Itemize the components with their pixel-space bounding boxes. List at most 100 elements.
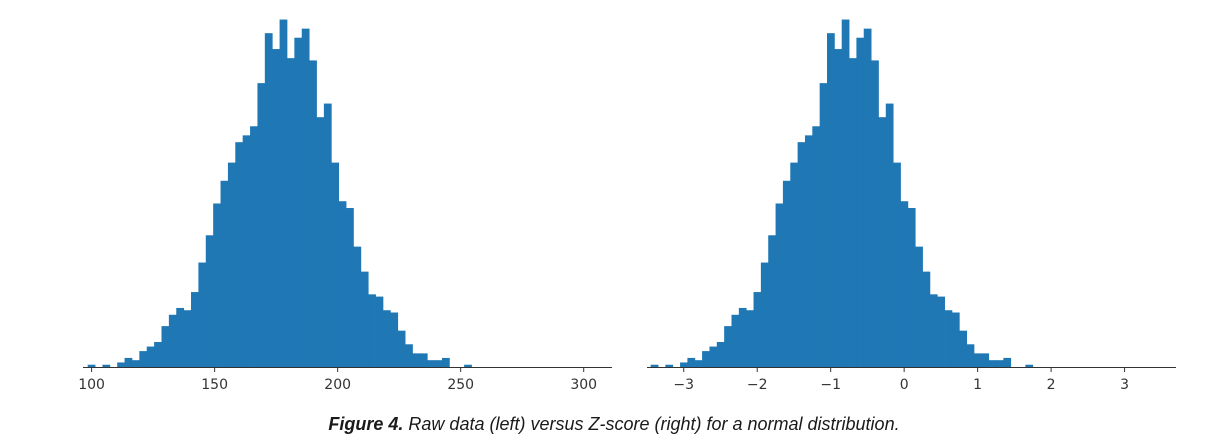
right-x-tick-label: 3 [1120,377,1129,393]
right-histogram-bar [775,203,784,367]
left-histogram-bar [220,180,229,367]
left-x-tick-label: 150 [201,377,228,393]
left-histogram-bar [294,37,303,368]
left-histogram-bar [346,208,354,367]
left-histogram-bar [250,126,258,367]
right-histogram-bar [937,296,945,367]
right-histogram-bar [731,314,740,367]
right-histogram-bar [863,28,872,367]
left-histogram-bar [316,117,325,367]
left-histogram-bar [390,312,399,367]
left-histogram-bar [397,330,406,367]
right-histogram-bar [819,83,828,367]
right-histogram-bar [694,360,703,367]
right-histogram-bar [995,360,1004,367]
right-x-tick-label: −3 [673,377,694,393]
left-histogram-bar [242,135,251,367]
left-histogram-bar [154,342,162,367]
right-histogram-bar [724,326,732,367]
right-histogram-bar [760,262,769,367]
right-histogram-bar [797,142,806,367]
figure-caption: Figure 4. Raw data (left) versus Z-score… [0,414,1228,435]
left-histogram-bar [146,346,155,367]
left-histogram-bar [176,307,185,367]
right-histogram-bar [768,235,776,367]
right-histogram-bar [944,310,953,367]
right-x-tick-label: −2 [747,377,768,393]
left-histogram-bar [464,364,472,367]
left-histogram-bar [161,326,170,367]
left-histogram-bar [87,364,96,367]
right-histogram-bar [893,162,901,367]
right-histogram-bar [959,330,968,367]
left-histogram-bar [131,360,140,367]
left-x-tick-label: 250 [447,377,474,393]
left-histogram-bar [331,162,340,367]
left-histogram-bar [235,142,244,367]
right-histogram-bar [804,135,813,367]
left-histogram-bar [434,360,443,367]
left-histogram-bar [368,294,376,367]
right-histogram-bar [834,49,843,368]
right-histogram-bar [973,353,982,367]
left-histogram-bar [264,33,273,368]
right-histogram-bar [738,307,747,367]
right-histogram-bar [988,360,997,367]
right-histogram-bar [878,117,887,367]
right-histogram-bar [687,357,696,367]
left-histogram-bar [323,103,332,367]
left-histogram-bar [124,357,133,367]
right-histogram-bar [702,351,710,367]
right-histogram-bar [981,353,990,367]
left-histogram-panel: 100 150 200 250 300 [78,19,612,393]
right-histogram-bar [709,346,718,367]
left-x-tick-label: 100 [78,377,105,393]
right-x-tick-label: −1 [820,377,841,393]
left-histogram-bar [102,364,111,367]
left-histogram-bar [405,344,413,367]
left-histogram-bar [117,362,125,367]
right-histogram-bar [1025,364,1034,367]
left-histogram-bar [382,310,391,367]
left-histogram-bar [427,360,435,367]
left-histogram-bar [183,310,192,367]
right-histogram-bar [966,344,975,367]
left-histogram-bar [286,58,295,368]
right-histogram-bar [753,292,762,367]
right-x-tick-label: 0 [900,377,909,393]
left-histogram-bar [213,203,221,367]
right-histogram-bar [951,312,960,367]
right-histogram-bar [922,271,931,367]
left-histogram-bar [441,357,450,367]
left-x-tick-label: 300 [570,377,597,393]
right-histogram-bar [650,364,659,367]
right-histogram-bar [790,162,799,367]
left-histogram-bar [412,353,421,367]
left-histogram-bar [301,28,310,367]
right-histogram-bar [680,362,688,367]
left-histogram-bar [338,201,347,367]
right-histogram-bar [1003,357,1012,367]
right-histogram-bar [885,103,894,367]
left-histogram-bar [419,353,428,367]
left-histogram-bar [191,292,199,367]
left-histogram-bar [257,83,266,367]
right-histogram-bar [716,342,725,367]
right-histogram-panel: −3 −2 −1 0 1 2 3 [647,19,1176,393]
right-x-tick-label: 2 [1047,377,1056,393]
right-histogram-bar [907,208,916,367]
right-x-tick-label: 1 [973,377,982,393]
left-histogram-bar [205,235,214,367]
left-histogram-bar [198,262,207,367]
right-histogram-bar [841,19,850,367]
right-histogram-bar [915,246,923,367]
left-histogram-bar [360,271,369,367]
right-histogram-bar [782,180,791,367]
right-histogram-bar [812,126,821,367]
left-histogram-bar [139,351,148,367]
caption-label: Figure 4. [328,414,404,434]
right-histogram-bar [746,310,754,367]
left-histogram-bar [309,60,317,368]
left-histogram-bar [279,19,288,367]
right-histogram-bar [827,33,835,368]
